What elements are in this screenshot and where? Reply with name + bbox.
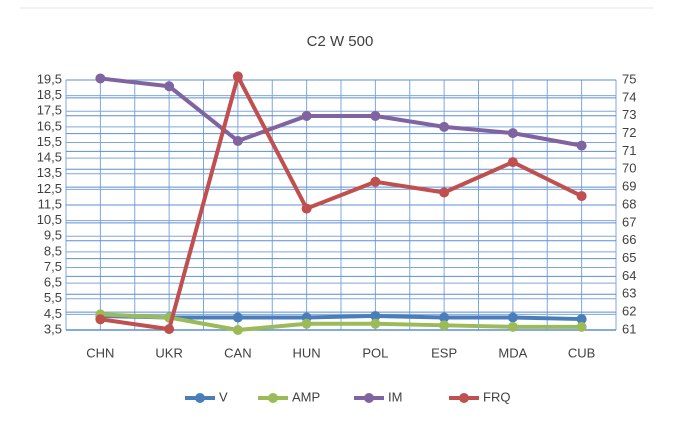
y-tick-label: 6,5 — [44, 275, 62, 290]
y-tick-label: 3,5 — [44, 321, 62, 336]
point — [95, 73, 106, 84]
x-tick-label: CHN — [86, 345, 114, 360]
y2-tick-label: 75 — [622, 71, 636, 86]
y-tick-label: 8,5 — [44, 243, 62, 258]
legend-marker — [459, 393, 469, 403]
x-tick-label: POL — [362, 345, 388, 360]
point — [507, 157, 518, 168]
y2-tick-label: 74 — [622, 89, 636, 104]
point — [507, 312, 518, 323]
y2-tick-label: 62 — [622, 304, 636, 319]
y-tick-label: 15,5 — [37, 134, 62, 149]
legend-marker — [195, 393, 205, 403]
y2-tick-label: 69 — [622, 179, 636, 194]
point — [576, 191, 587, 202]
y-tick-label: 10,5 — [37, 212, 62, 227]
x-tick-label: MDA — [498, 345, 527, 360]
point — [232, 312, 243, 323]
y-tick-label: 19,5 — [37, 71, 62, 86]
point — [164, 324, 175, 335]
point — [370, 176, 381, 187]
y2-tick-label: 65 — [622, 250, 636, 265]
point — [232, 71, 243, 82]
point — [370, 310, 381, 321]
y-tick-label: 7,5 — [44, 259, 62, 274]
series-line — [100, 76, 582, 148]
legend-label: AMP — [292, 389, 320, 404]
y2-tick-label: 71 — [622, 143, 636, 158]
series-line — [100, 74, 583, 332]
y2-tick-label: 72 — [622, 125, 636, 140]
y2-tick-label: 66 — [622, 232, 636, 247]
chart-title: C2 W 500 — [307, 33, 374, 50]
y-tick-label: 9,5 — [44, 228, 62, 243]
y-tick-label: 18,5 — [37, 87, 62, 102]
legend-label: IM — [388, 389, 402, 404]
point — [301, 318, 312, 329]
y-tick-label: 12,5 — [37, 181, 62, 196]
series-line — [100, 312, 582, 332]
y-tick-label: 16,5 — [37, 118, 62, 133]
point — [576, 314, 587, 325]
y-tick-label: 17,5 — [37, 103, 62, 118]
point — [576, 140, 587, 151]
x-tick-label: ESP — [431, 345, 457, 360]
legend-label: FRQ — [483, 389, 510, 404]
point — [232, 135, 243, 146]
y-tick-label: 5,5 — [44, 290, 62, 305]
point — [439, 187, 450, 198]
point — [439, 121, 450, 132]
y2-tick-label: 61 — [622, 321, 636, 336]
x-tick-label: UKR — [155, 345, 182, 360]
point — [439, 312, 450, 323]
y-tick-label: 14,5 — [37, 150, 62, 165]
point — [95, 314, 106, 325]
y2-tick-label: 63 — [622, 286, 636, 301]
legend-marker — [364, 393, 374, 403]
point — [301, 110, 312, 121]
y2-tick-label: 67 — [622, 214, 636, 229]
point — [439, 320, 450, 331]
point — [507, 321, 518, 332]
x-tick-label: CAN — [224, 345, 251, 360]
legend-label: V — [219, 389, 228, 404]
point — [370, 110, 381, 121]
y-tick-label: 11,5 — [38, 196, 62, 211]
legend-marker — [268, 393, 278, 403]
point — [232, 325, 243, 335]
point — [576, 321, 587, 332]
series-line — [100, 313, 582, 322]
y2-tick-label: 70 — [622, 161, 636, 176]
y2-tick-label: 68 — [622, 196, 636, 211]
y-tick-label: 4,5 — [44, 306, 62, 321]
point — [507, 128, 518, 139]
y2-tick-label: 73 — [622, 107, 636, 122]
x-tick-label: CUB — [568, 345, 595, 360]
point — [301, 203, 312, 214]
point — [164, 81, 175, 92]
x-tick-label: HUN — [293, 345, 321, 360]
y2-tick-label: 64 — [622, 268, 636, 283]
point — [370, 318, 381, 329]
y-tick-label: 13,5 — [37, 165, 62, 180]
